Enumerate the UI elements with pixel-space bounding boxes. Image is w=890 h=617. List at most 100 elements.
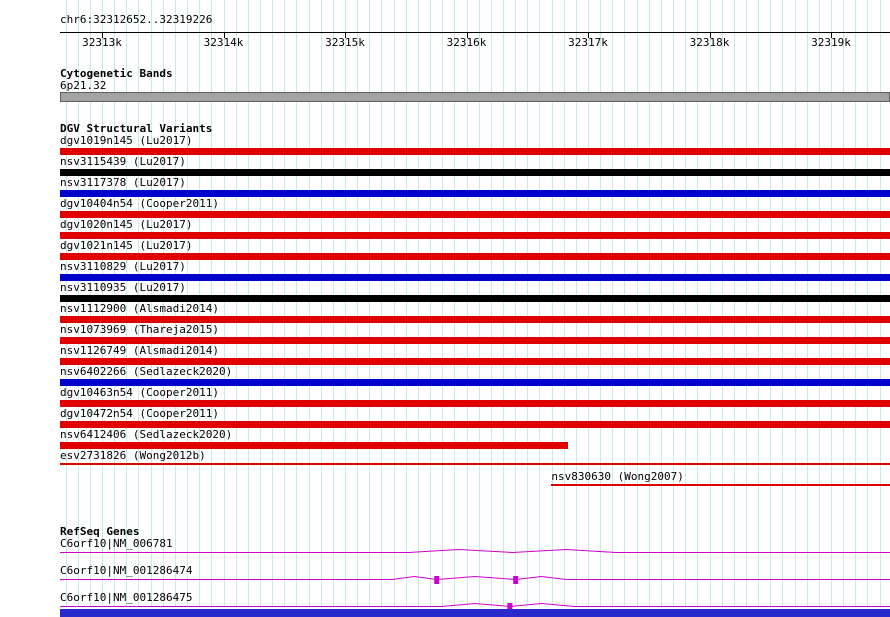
gridline [831,0,832,606]
gridline [879,0,881,606]
gridline [745,0,747,606]
variant-bar[interactable] [60,379,890,386]
gene-model[interactable] [60,602,890,614]
gridline [709,0,711,606]
variant-label: nsv1126749 (Alsmadi2014) [60,344,219,357]
gridline [454,0,456,606]
gridline [855,0,857,606]
gene-label: C6orf10|NM_001286475 [60,591,193,604]
gene-label: C6orf10|NM_001286474 [60,564,193,577]
variant-label: nsv3117378 (Lu2017) [60,176,186,189]
variant-bar[interactable] [60,316,890,323]
exon-block[interactable] [507,603,513,611]
gene-model[interactable] [60,575,890,587]
variant-bar[interactable] [60,358,890,365]
gridline [442,0,444,606]
gridline [770,0,772,606]
gridline [612,0,614,606]
gridline [600,0,602,606]
refseq-section-title: RefSeq Genes [60,525,140,538]
variant-bar[interactable] [60,169,890,176]
gridline [138,0,140,606]
cytoband-bar [60,92,890,102]
variant-label: dgv1021n145 (Lu2017) [60,239,193,252]
variant-bar[interactable] [60,337,890,344]
gridline [563,0,565,606]
gridline [466,0,468,606]
ruler-tick-label: 32319k [811,36,851,49]
ruler-tick [102,32,103,38]
variant-bar[interactable] [60,232,890,239]
gridline [673,0,675,606]
gridline [430,0,432,606]
gridline [381,0,383,606]
cytoband-name: 6p21.32 [60,79,107,92]
gridline [223,0,225,606]
variant-bar[interactable] [60,253,890,260]
gridline [393,0,395,606]
gridline [114,0,116,606]
gridline [417,0,419,606]
ruler-tick [345,32,346,38]
gridline [636,0,638,606]
variant-label: dgv10463n54 (Cooper2011) [60,386,219,399]
ruler-tick [466,32,468,38]
gridline [588,0,589,606]
gridline [162,0,164,606]
variant-bar[interactable] [60,421,890,428]
overview-scrollbar[interactable] [60,609,890,617]
gridline [199,0,201,606]
gridline [187,0,189,606]
variant-bar[interactable] [60,442,568,449]
gridline [272,0,274,606]
gridline [697,0,699,606]
gridline [527,0,529,606]
variant-label: dgv1019n145 (Lu2017) [60,134,193,147]
gene-label: C6orf10|NM_006781 [60,537,173,550]
gridline [515,0,517,606]
grid-lines [60,0,890,606]
variant-label: nsv3110829 (Lu2017) [60,260,186,273]
gridline [478,0,480,606]
gridline [150,0,152,606]
gridline [77,0,79,606]
variant-bar[interactable] [60,463,890,465]
gridline [867,0,869,606]
ruler-tick [709,32,711,38]
gridline [575,0,577,606]
gridline [284,0,286,606]
gridline [345,0,346,606]
ruler-tick-label: 32315k [325,36,365,49]
gridline [89,0,91,606]
gridline [539,0,541,606]
gridline [624,0,626,606]
gridline [490,0,492,606]
variant-label: nsv1073969 (Thareja2015) [60,323,219,336]
ruler-baseline [60,32,890,33]
exon-block[interactable] [434,576,440,584]
gridline [502,0,504,606]
variant-label: nsv830630 (Wong2007) [551,470,684,483]
gridline [320,0,322,606]
variant-bar[interactable] [60,295,890,302]
variant-bar[interactable] [60,190,890,197]
variant-bar[interactable] [60,400,890,407]
exon-block[interactable] [513,576,519,584]
variant-bar[interactable] [60,211,890,218]
gridline [721,0,723,606]
variant-label: dgv1020n145 (Lu2017) [60,218,193,231]
gridline [843,0,845,606]
variant-bar[interactable] [60,274,890,281]
variant-label: dgv10472n54 (Cooper2011) [60,407,219,420]
variant-bar[interactable] [551,484,890,486]
gridline [758,0,760,606]
ruler-tick-label: 32314k [203,36,244,49]
gene-model[interactable] [60,548,890,560]
gridline [733,0,735,606]
gridline [296,0,298,606]
gridline [357,0,359,606]
variant-label: nsv3110935 (Lu2017) [60,281,186,294]
variant-bar[interactable] [60,148,890,155]
gridline [782,0,784,606]
